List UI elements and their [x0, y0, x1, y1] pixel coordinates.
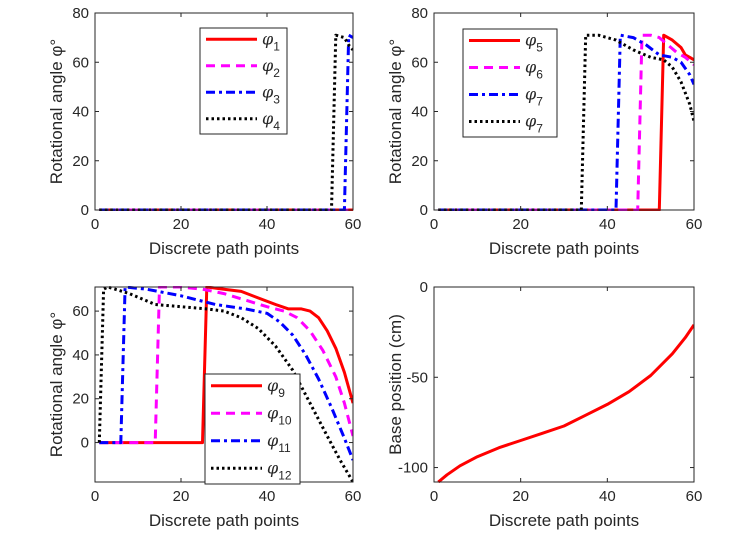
series-line-phi-6-1 [438, 33, 694, 211]
y-tick-label: 40 [411, 104, 428, 121]
y-axis-label: Rotational angle φ° [386, 39, 405, 184]
x-tick-label: 40 [599, 488, 616, 505]
x-tick-label: 0 [430, 216, 438, 233]
y-tick-label: 40 [72, 104, 89, 121]
y-tick-label: 0 [420, 279, 428, 296]
x-tick-label: 20 [512, 488, 529, 505]
x-axis-label: Discrete path points [489, 511, 639, 530]
x-tick-label: 20 [512, 216, 529, 233]
x-tick-label: 40 [259, 216, 276, 233]
x-tick-label: 60 [686, 216, 703, 233]
y-tick-label: 60 [72, 303, 89, 320]
y-tick-label: -100 [398, 460, 428, 477]
y-tick-label: 20 [72, 391, 89, 408]
y-tick-label: 80 [411, 5, 428, 22]
x-tick-label: 60 [345, 488, 362, 505]
y-tick-label: 60 [411, 54, 428, 71]
y-tick-label: -50 [406, 369, 428, 386]
x-tick-label: 20 [173, 488, 190, 505]
x-axis-label: Discrete path points [149, 511, 299, 530]
y-tick-label: 60 [72, 54, 89, 71]
x-tick-label: 60 [345, 216, 362, 233]
y-tick-label: 40 [72, 347, 89, 364]
chart-panel-top-right: 0 20 40 60 0 20 40 60 80 Discrete path points Rota… [386, 5, 702, 258]
x-tick-label: 0 [91, 216, 99, 233]
series-line-phi-7-2 [438, 33, 694, 211]
x-axis-label: Discrete path points [149, 239, 299, 258]
y-axis-label: Rotational angle φ° [47, 39, 66, 184]
x-tick-label: 0 [91, 488, 99, 505]
y-tick-label: 0 [420, 202, 428, 219]
x-axis-label: Discrete path points [489, 239, 639, 258]
x-tick-label: 60 [686, 488, 703, 505]
y-tick-label: 20 [72, 153, 89, 170]
legend-box [199, 27, 288, 135]
y-axis-label: Rotational angle φ° [47, 312, 66, 457]
chart-panel-bottom-right: 0 20 40 60 -100 -50 0 Discrete path points Base … [386, 279, 702, 530]
y-tick-label: 0 [81, 435, 89, 452]
series-line-phi-9-0 [99, 286, 353, 445]
series-line-phi-12-3 [97, 286, 353, 483]
y-tick-label: 20 [411, 153, 428, 170]
axes-box [433, 286, 695, 483]
x-tick-label: 20 [173, 216, 190, 233]
y-tick-label: 0 [81, 202, 89, 219]
series-line-base-0 [437, 324, 694, 483]
x-tick-label: 40 [599, 216, 616, 233]
chart-panel-top-left: 0 20 40 60 0 20 40 60 80 Discrete path points Rota… [47, 5, 361, 258]
series-line-phi-11-2 [99, 286, 353, 461]
y-tick-label: 80 [72, 5, 89, 22]
x-tick-label: 0 [430, 488, 438, 505]
y-axis-label: Base position (cm) [386, 314, 405, 455]
chart-panel-bottom-left: 0 20 40 60 0 20 40 60 Discrete path points Rotati… [47, 286, 362, 530]
legend-box [462, 28, 558, 138]
series-line-phi-5-0 [438, 33, 694, 211]
x-tick-label: 40 [259, 488, 276, 505]
legend-box [204, 373, 301, 485]
